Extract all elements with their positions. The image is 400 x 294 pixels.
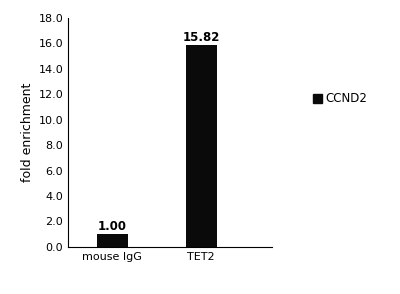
Bar — [186, 45, 216, 247]
Y-axis label: fold enrichment: fold enrichment — [21, 83, 34, 182]
Legend: CCND2: CCND2 — [308, 88, 372, 110]
Text: 15.82: 15.82 — [182, 31, 220, 44]
Bar — [97, 234, 128, 247]
Text: 1.00: 1.00 — [98, 220, 127, 233]
